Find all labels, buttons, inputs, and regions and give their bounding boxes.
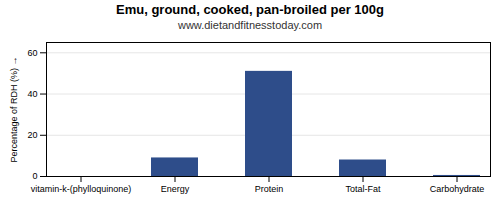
svg-text:Total-Fat: Total-Fat [345,184,381,194]
html-text:Emu, ground, cooked, pan-broil: Emu, ground, cooked, pan-broiled per 100… [116,2,384,17]
svg-text:Carbohydrate: Carbohydrate [430,184,485,194]
svg-text:Protein: Protein [255,184,284,194]
svg-text:0: 0 [32,171,37,181]
svg-text:20: 20 [27,130,37,140]
svg-text:40: 40 [27,89,37,99]
html-text:www.dietandfitnesstoday.com: www.dietandfitnesstoday.com [178,19,322,31]
svg-text:vitamin-k-(phylloquinone): vitamin-k-(phylloquinone) [31,184,132,194]
svg-text:Energy: Energy [161,184,190,194]
svg-text:Percentage of RDH (%) →: Percentage of RDH (%) → [9,56,19,162]
svg-text:60: 60 [27,48,37,58]
